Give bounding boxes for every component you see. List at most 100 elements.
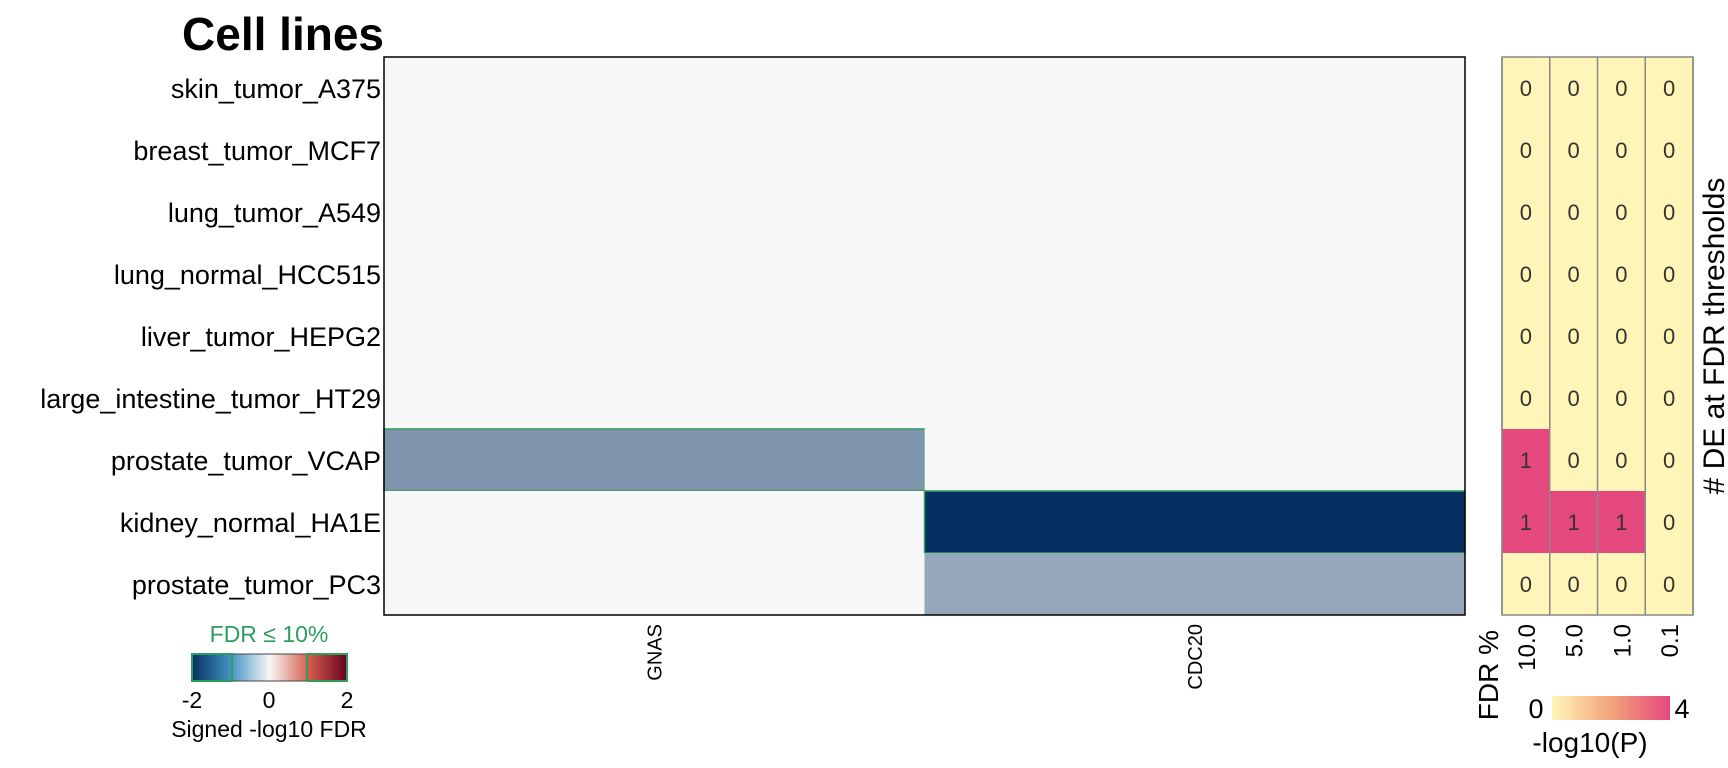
side-heatmap-cell [1549, 181, 1598, 243]
heatmap-cell [924, 243, 1465, 305]
side-heatmap-cell [1549, 57, 1598, 119]
side-heatmap-cell [1645, 181, 1693, 243]
side-heatmap-cell [1645, 57, 1693, 119]
side-count-label: 0 [1568, 200, 1580, 225]
side-count-label: 0 [1568, 76, 1580, 101]
side-count-label: 0 [1520, 76, 1532, 101]
side-count-label: 1 [1568, 510, 1580, 535]
side-count-label: 0 [1663, 200, 1675, 225]
heatmap-cell [384, 491, 925, 553]
heatmap-cell [924, 305, 1465, 367]
side-count-label: 0 [1568, 572, 1580, 597]
heatmap-cell [384, 181, 925, 243]
side-count-label: 0 [1520, 324, 1532, 349]
fdr-legend: FDR ≤ 10% -2 0 2 Signed -log10 FDR [171, 621, 367, 742]
fdr-legend-tick: -2 [182, 687, 202, 713]
side-heatmap-cell [1502, 367, 1550, 429]
row-label: breast_tumor_MCF7 [133, 136, 381, 166]
fdr-legend-sig-low [191, 653, 233, 682]
side-heatmap-cell [1502, 305, 1550, 367]
side-count-label: 0 [1520, 262, 1532, 287]
side-heatmap-cell [1645, 429, 1693, 491]
side-count-label: 0 [1615, 76, 1627, 101]
side-count-label: 0 [1615, 386, 1627, 411]
heatmap-cell [924, 367, 1465, 429]
side-count-label: 0 [1615, 200, 1627, 225]
side-heatmap-cell [1502, 119, 1550, 181]
side-heatmap-cell [1597, 119, 1646, 181]
side-heatmap-cell [1597, 305, 1646, 367]
heatmap-cell [383, 428, 926, 492]
side-heatmap-cell [1549, 243, 1598, 305]
side-heatmap-cell [1645, 305, 1693, 367]
heatmap-cell [384, 57, 925, 119]
side-column-labels: 10.0 5.0 1.0 0.1 [1514, 624, 1684, 671]
side-heatmap-cell [1549, 305, 1598, 367]
column-label: GNAS [644, 624, 666, 681]
heatmap-cell [384, 243, 925, 305]
fdr-legend-tick: 2 [341, 687, 354, 713]
fdr-legend-label: FDR ≤ 10% [210, 621, 329, 647]
side-count-label: 0 [1615, 262, 1627, 287]
heatmap-cell [924, 181, 1465, 243]
side-heatmap-cell [1502, 57, 1550, 119]
side-heatmap-cell [1597, 429, 1646, 491]
side-count-label: 0 [1615, 572, 1627, 597]
heatmap-cell [924, 119, 1465, 181]
side-heatmap-cell [1549, 119, 1598, 181]
heatmap-cell [923, 490, 1466, 554]
side-heatmap-cell [1597, 181, 1646, 243]
side-heatmap-cell [1502, 181, 1550, 243]
side-heatmap-cell [1597, 243, 1646, 305]
side-count-label: 1 [1520, 510, 1532, 535]
column-label: CDC20 [1185, 624, 1207, 690]
side-heatmap-cell [1502, 491, 1550, 553]
side-count-label: 0 [1520, 138, 1532, 163]
heatmap-cell [384, 305, 925, 367]
side-count-label: 0 [1663, 138, 1675, 163]
side-count-label: 0 [1663, 386, 1675, 411]
side-count-label: 0 [1663, 510, 1675, 535]
side-heatmap-cell [1502, 429, 1550, 491]
heatmap-cell [384, 119, 925, 181]
side-heatmap-cell [1645, 491, 1693, 553]
side-count-label: 0 [1520, 200, 1532, 225]
side-count-label: 0 [1520, 572, 1532, 597]
side-heatmap-cell [1645, 119, 1693, 181]
side-column-label: 10.0 [1514, 624, 1541, 671]
row-labels: skin_tumor_A375 breast_tumor_MCF7 lung_tum… [40, 74, 381, 600]
side-heatmap-cells: 0 0 0 0 0 0 0 0 0 0 0 0 0 0 0 0 0 0 0 0 0 0 0 0 1 0 0 0 1 1 1 0 0 0 0 0 [1501, 56, 1694, 616]
side-count-label: 1 [1615, 510, 1627, 535]
side-count-label: 0 [1568, 138, 1580, 163]
chart-title: Cell lines [182, 8, 384, 60]
heatmap-cell [924, 553, 1465, 615]
row-label: lung_tumor_A549 [168, 198, 381, 228]
p-legend: 0 4 -log10(P) [1528, 694, 1689, 758]
side-heatmap-cell [1549, 491, 1598, 553]
p-legend-tick: 0 [1528, 694, 1543, 724]
side-heatmap-cell [1645, 553, 1693, 615]
side-count-label: 0 [1663, 262, 1675, 287]
row-label: prostate_tumor_VCAP [111, 446, 381, 476]
main-heatmap-cells [383, 57, 1466, 615]
side-column-label: 5.0 [1562, 624, 1589, 657]
side-heatmap-cell [1549, 367, 1598, 429]
heatmap-cell [924, 429, 1465, 491]
side-heatmap-cell [1645, 367, 1693, 429]
side-heatmap-cell [1597, 57, 1646, 119]
row-label: large_intestine_tumor_HT29 [40, 384, 381, 414]
p-legend-colorbar [1552, 696, 1670, 720]
side-heatmap-cell [1502, 243, 1550, 305]
column-labels: GNAS CDC20 [644, 624, 1207, 690]
row-label: lung_normal_HCC515 [114, 260, 381, 290]
row-label: skin_tumor_A375 [171, 74, 381, 104]
side-heatmap-cell [1645, 243, 1693, 305]
fdr-legend-title: Signed -log10 FDR [171, 716, 367, 742]
side-count-label: 0 [1663, 448, 1675, 473]
side-count-label: 0 [1663, 76, 1675, 101]
side-count-label: 0 [1568, 262, 1580, 287]
side-count-label: 0 [1663, 324, 1675, 349]
side-count-label: 0 [1615, 324, 1627, 349]
side-count-label: 0 [1520, 386, 1532, 411]
